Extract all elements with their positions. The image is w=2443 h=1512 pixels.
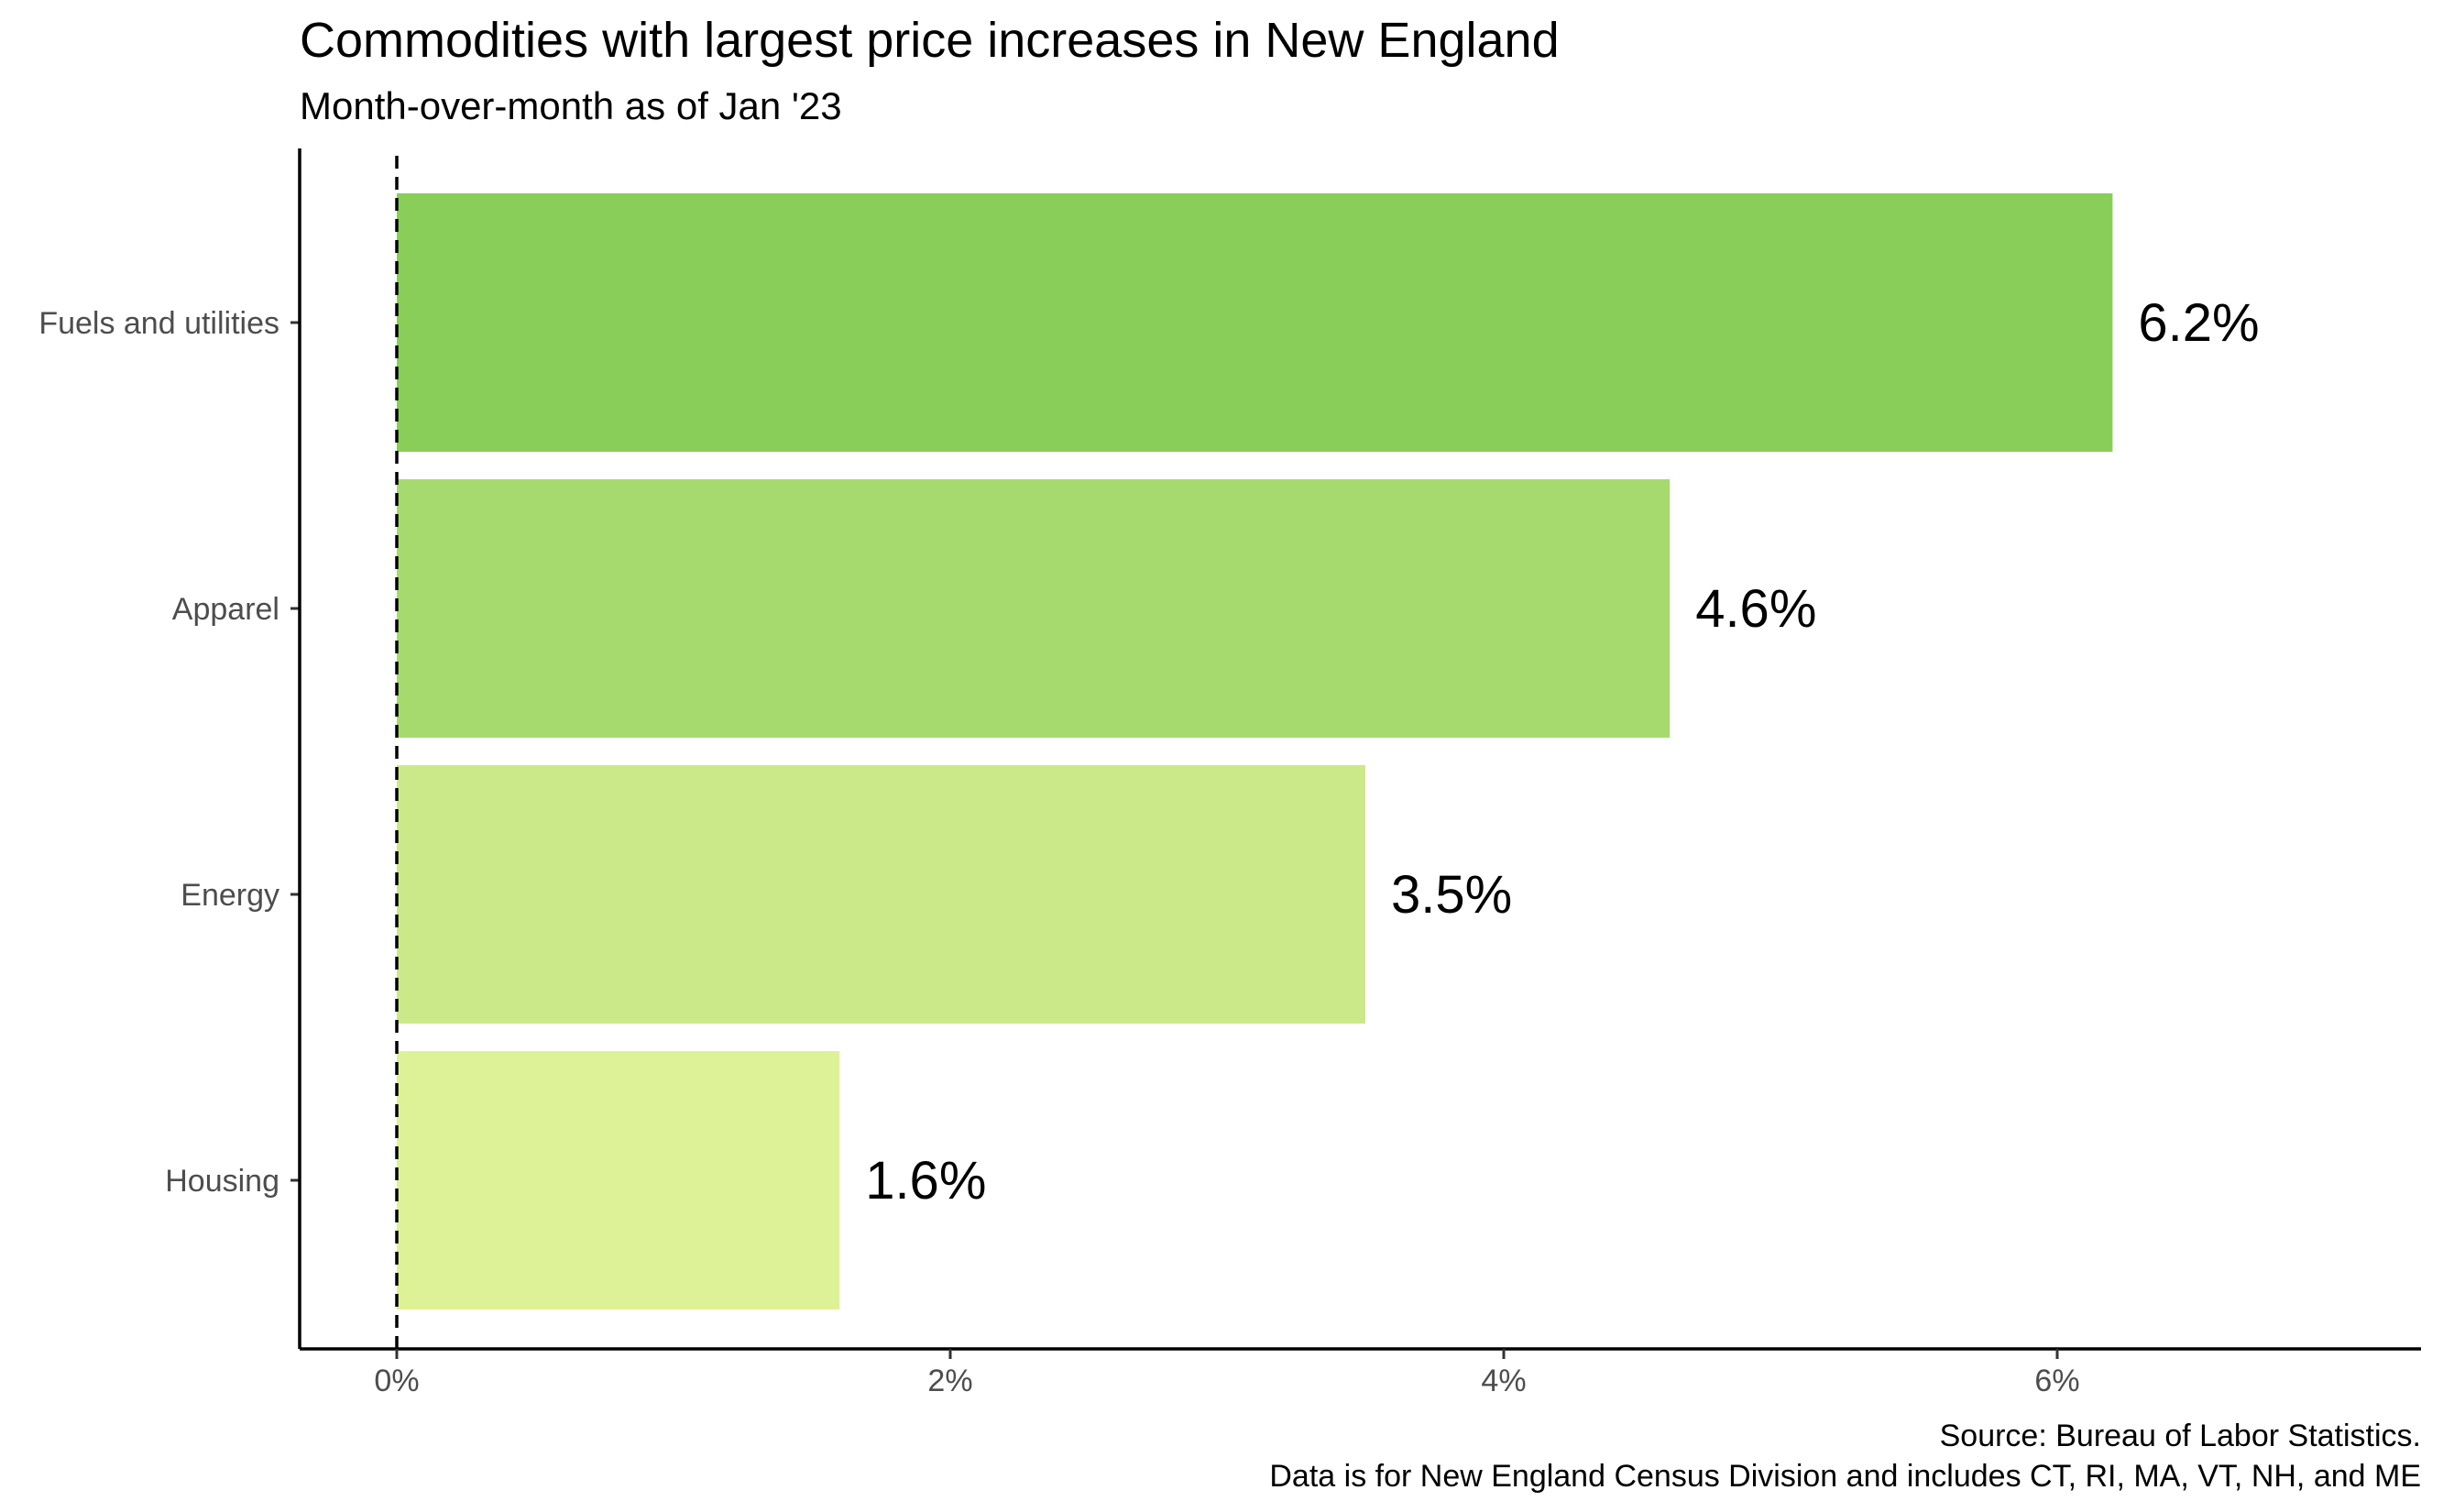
bar-housing: [397, 1051, 840, 1309]
x-tick-label: 6%: [2034, 1364, 2079, 1398]
chart-caption-source: Source: Bureau of Labor Statistics.: [1940, 1419, 2421, 1453]
bar-value-label: 6.2%: [2138, 293, 2259, 353]
x-tick-label: 4%: [1481, 1364, 1526, 1398]
chart-caption-note: Data is for New England Census Division …: [1269, 1459, 2421, 1494]
x-tick-label: 2%: [927, 1364, 972, 1398]
y-tick-label: Fuels and utilities: [38, 306, 279, 341]
bar-apparel: [397, 479, 1671, 738]
plot-area: 6.2% Fuels and utilities 4.6% Apparel 3.5% En…: [38, 148, 2421, 1398]
bar-fuels-and-utilities: [397, 193, 2113, 452]
bar-value-label: 4.6%: [1695, 579, 1816, 639]
chart-title: Commodities with largest price increases…: [300, 13, 1560, 68]
y-tick-label: Apparel: [172, 592, 279, 627]
bar-value-label: 3.5%: [1391, 865, 1512, 925]
chart-subtitle: Month-over-month as of Jan '23: [300, 84, 842, 127]
bar-value-label: 1.6%: [865, 1151, 986, 1211]
bar-energy: [397, 765, 1365, 1024]
y-tick-label: Energy: [181, 878, 279, 913]
x-tick-label: 0%: [374, 1364, 419, 1398]
y-tick-label: Housing: [165, 1164, 279, 1199]
